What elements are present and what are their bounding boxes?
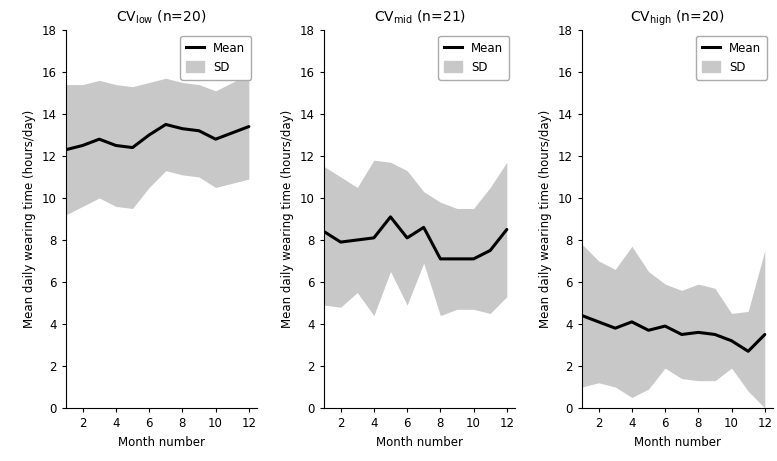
Mean <box>244 124 253 130</box>
Mean <box>336 239 345 245</box>
Y-axis label: Mean daily wearing time (hours/day): Mean daily wearing time (hours/day) <box>281 110 294 328</box>
Mean <box>178 126 187 131</box>
Mean <box>61 147 71 153</box>
Mean <box>194 128 204 134</box>
Mean <box>502 227 511 232</box>
Legend: Mean, SD: Mean, SD <box>696 36 767 80</box>
Mean <box>78 143 87 148</box>
X-axis label: Month number: Month number <box>118 436 205 449</box>
Mean <box>594 319 603 325</box>
X-axis label: Month number: Month number <box>376 436 463 449</box>
Line: Mean: Mean <box>324 217 507 259</box>
Mean <box>677 332 686 337</box>
Mean <box>760 332 769 337</box>
Mean <box>353 237 362 243</box>
Mean <box>744 349 753 354</box>
Y-axis label: Mean daily wearing time (hours/day): Mean daily wearing time (hours/day) <box>539 110 552 328</box>
Mean <box>369 235 378 241</box>
Mean <box>145 132 154 138</box>
Mean <box>436 256 445 262</box>
Mean <box>402 235 412 241</box>
Mean <box>419 225 428 230</box>
Mean <box>386 214 395 219</box>
Mean <box>161 122 170 127</box>
Mean <box>228 130 237 136</box>
Mean <box>710 332 720 337</box>
Mean <box>660 323 670 329</box>
Mean <box>644 327 653 333</box>
Mean <box>128 145 138 150</box>
Y-axis label: Mean daily wearing time (hours/day): Mean daily wearing time (hours/day) <box>23 110 37 328</box>
Title: $\mathrm{CV}_{\mathrm{mid}}$ (n=21): $\mathrm{CV}_{\mathrm{mid}}$ (n=21) <box>374 9 465 26</box>
Mean <box>611 325 620 331</box>
Mean <box>95 136 104 142</box>
Mean <box>111 143 120 148</box>
Legend: Mean, SD: Mean, SD <box>438 36 509 80</box>
X-axis label: Month number: Month number <box>634 436 721 449</box>
Mean <box>452 256 462 262</box>
Title: $\mathrm{CV}_{\mathrm{low}}$ (n=20): $\mathrm{CV}_{\mathrm{low}}$ (n=20) <box>117 9 207 26</box>
Title: $\mathrm{CV}_{\mathrm{high}}$ (n=20): $\mathrm{CV}_{\mathrm{high}}$ (n=20) <box>630 9 725 28</box>
Mean <box>486 248 495 253</box>
Mean <box>727 338 737 343</box>
Line: Mean: Mean <box>582 316 765 351</box>
Legend: Mean, SD: Mean, SD <box>180 36 251 80</box>
Mean <box>577 313 587 319</box>
Mean <box>211 136 220 142</box>
Line: Mean: Mean <box>66 124 249 150</box>
Mean <box>627 319 636 325</box>
Mean <box>319 229 329 234</box>
Mean <box>469 256 479 262</box>
Mean <box>694 330 703 335</box>
